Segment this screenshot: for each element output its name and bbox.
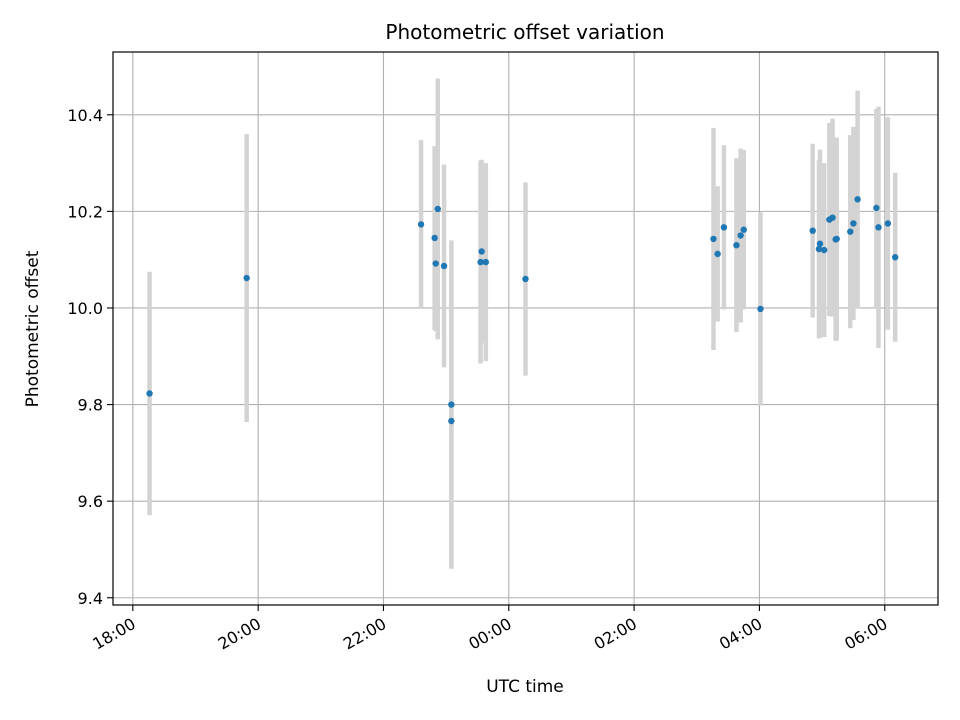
data-point [482, 258, 490, 266]
data-point [417, 221, 425, 228]
data-point [816, 240, 824, 247]
data-point [833, 235, 840, 243]
y-tick-label: 10.4 [67, 106, 103, 125]
data-point [432, 260, 439, 267]
y-tick-label: 10.0 [67, 299, 103, 318]
y-tick-label: 9.8 [78, 396, 103, 415]
data-point [434, 205, 441, 213]
y-axis-ticks: 9.4 9.6 9.8 10.0 10.2 10.4 [67, 106, 113, 608]
data-point [146, 390, 153, 397]
data-point [884, 220, 892, 227]
data-point [737, 232, 744, 239]
y-tick-label: 10.2 [67, 202, 103, 221]
data-point [891, 254, 899, 261]
data-point [740, 226, 747, 233]
x-axis-label: UTC time [486, 677, 564, 697]
data-point [720, 224, 728, 231]
y-tick-label: 9.4 [78, 589, 103, 608]
data-point [448, 417, 455, 425]
data-point [854, 196, 861, 203]
data-point [875, 224, 882, 231]
data-point [733, 241, 740, 249]
data-point [847, 228, 854, 235]
plot-frame [112, 51, 939, 606]
data-point [820, 246, 828, 254]
data-point [448, 401, 455, 408]
data-point [714, 250, 721, 258]
data-point [829, 214, 836, 221]
chart-title: Photometric offset variation [385, 20, 664, 44]
data-point [477, 258, 484, 266]
data-point [431, 234, 438, 242]
data-point [710, 235, 717, 243]
data-point [850, 220, 857, 227]
data-point [809, 227, 816, 234]
data-point [815, 245, 823, 253]
data-point [478, 248, 485, 255]
data-point [440, 262, 448, 270]
data-point [873, 204, 880, 212]
y-tick-label: 9.6 [78, 492, 103, 511]
y-axis-label: Photometric offset [23, 250, 43, 407]
data-point [757, 305, 764, 313]
data-points [146, 196, 899, 425]
data-point [522, 275, 529, 283]
data-point [243, 274, 250, 282]
